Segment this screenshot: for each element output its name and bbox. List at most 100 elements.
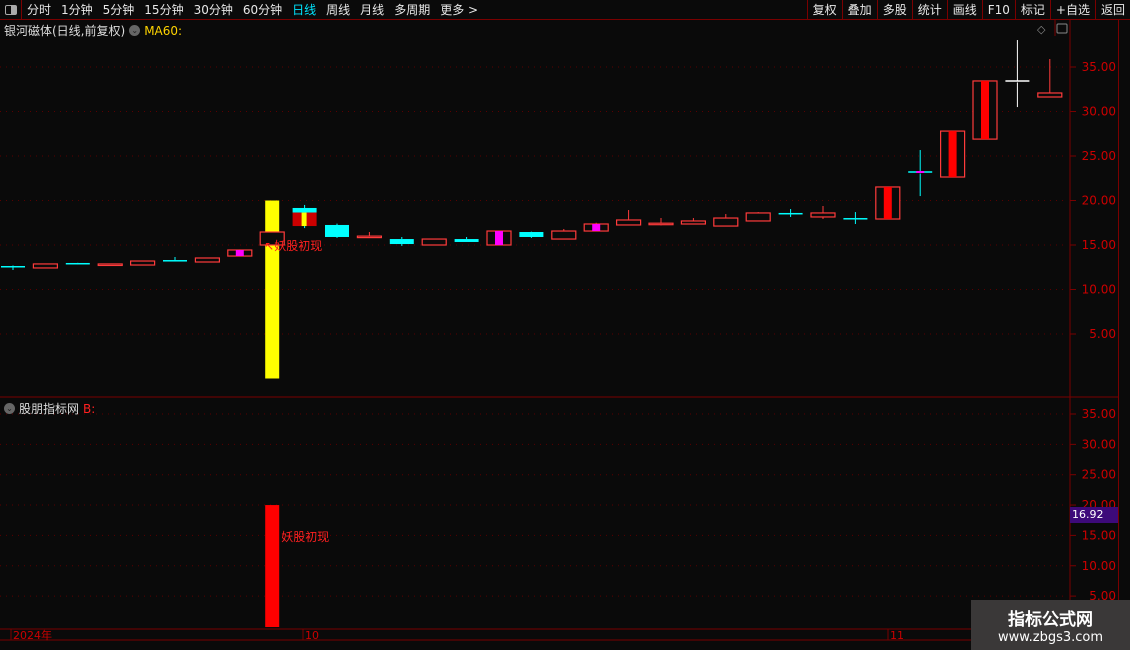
chevron-down-icon[interactable]: ⌄ — [129, 25, 141, 36]
candle — [421, 238, 447, 246]
candle-body — [454, 239, 479, 242]
stock-title: 银河磁体(日线,前复权) — [4, 24, 126, 38]
candle — [551, 228, 577, 240]
period-tab[interactable]: 15分钟 — [144, 3, 184, 17]
period-tab[interactable]: 多周期 — [394, 3, 431, 17]
candle-body — [65, 262, 90, 265]
sub-y-tick-label: 10.00 — [1082, 559, 1116, 573]
period-tab[interactable]: 1分钟 — [61, 3, 93, 17]
candle-body — [259, 231, 285, 246]
candle-body — [292, 207, 317, 213]
tool-button[interactable]: 统计 — [911, 0, 947, 20]
x-axis-label: 11 — [890, 629, 904, 642]
period-toolbar: 分时 1分钟 5分钟 15分钟 30分钟 60分钟 日线 周线 月线 多周期 更多 > 复权 叠加 多股… — [0, 0, 1130, 20]
sub-y-tick-label: 25.00 — [1082, 468, 1116, 482]
ma60-label: MA60: — [144, 23, 183, 38]
tool-button[interactable]: 多股 — [876, 0, 912, 20]
signal-label: ↖妖股初现 — [264, 239, 322, 253]
candle — [486, 230, 512, 246]
right-tools: 复权 叠加 多股 统计 画线 F10 标记 +自选 返回 — [806, 0, 1130, 20]
sub-signal-label: 妖股初现 — [281, 530, 329, 544]
y-tick-label: 25.00 — [1082, 149, 1116, 163]
candle-body — [778, 212, 803, 215]
candle — [163, 257, 187, 262]
panel-icon — [1056, 23, 1068, 34]
candle — [615, 210, 642, 226]
sub-y-tick-label: 5.00 — [1089, 589, 1116, 603]
period-tab[interactable]: 更多 > — [440, 3, 479, 17]
candle — [810, 206, 836, 220]
panel-icon — [4, 4, 17, 15]
chevron-down-icon[interactable]: ⌄ — [4, 403, 15, 414]
candle-body — [421, 238, 447, 246]
period-tab[interactable]: 日线 — [292, 3, 317, 17]
y-tick-label: 5.00 — [1089, 327, 1116, 341]
candle-fill — [883, 186, 892, 220]
candle — [325, 223, 349, 238]
y-tick-label: 10.00 — [1082, 283, 1116, 297]
sub-signal-bar — [265, 505, 280, 627]
candle — [939, 130, 966, 178]
candle — [292, 204, 317, 229]
right-info-column — [1118, 20, 1130, 650]
candle-body — [551, 230, 577, 240]
tool-button[interactable]: 标记 — [1014, 0, 1050, 20]
sidebar-toggle-button[interactable] — [0, 0, 22, 20]
candle-body — [680, 220, 707, 225]
candle-body — [163, 260, 187, 262]
tool-button[interactable]: 复权 — [806, 0, 842, 20]
period-tab[interactable]: 周线 — [326, 3, 351, 17]
tool-button[interactable]: 画线 — [946, 0, 982, 20]
watermark-url: www.zbgs3.com — [997, 630, 1104, 645]
period-tab[interactable]: 月线 — [360, 3, 385, 17]
candle — [97, 263, 123, 267]
x-axis-label: 10 — [305, 629, 319, 642]
candle-body — [130, 260, 156, 266]
candle — [713, 214, 739, 227]
candle — [389, 236, 414, 246]
candle-body — [356, 235, 382, 239]
y-tick-label: 20.00 — [1082, 194, 1116, 208]
candle-body — [97, 263, 123, 267]
sub-y-tick-label: 35.00 — [1082, 407, 1116, 421]
candle-fill — [948, 131, 957, 178]
candle — [972, 80, 998, 140]
candle — [583, 222, 609, 232]
period-tab[interactable]: 分时 — [27, 3, 52, 17]
watermark: 指标公式网 www.zbgs3.com — [971, 600, 1130, 650]
candle-body — [389, 239, 414, 245]
candle-fill — [495, 231, 503, 245]
sub-y-tick-label: 30.00 — [1082, 437, 1116, 451]
candle-body — [1037, 92, 1063, 98]
candle — [778, 209, 803, 217]
candle-body — [810, 212, 836, 218]
period-tab[interactable]: 30分钟 — [193, 3, 233, 17]
period-tab[interactable]: 5分钟 — [102, 3, 135, 17]
candle — [356, 232, 382, 239]
candle-body — [325, 224, 349, 237]
candle-body — [519, 232, 544, 237]
diamond-icon: ◇ — [1037, 23, 1046, 36]
candle — [194, 257, 220, 263]
period-tab[interactable]: 60分钟 — [242, 3, 283, 17]
candle-fill — [981, 80, 989, 140]
candle-body — [745, 212, 771, 222]
candle — [680, 218, 707, 225]
sub-y-tick-label: 15.00 — [1082, 528, 1116, 542]
candle-body — [301, 212, 307, 227]
x-axis-label: 2024年 — [13, 628, 52, 642]
tool-button[interactable]: 返回 — [1094, 0, 1130, 20]
candle — [32, 263, 59, 269]
y-tick-label: 15.00 — [1082, 238, 1116, 252]
tool-button[interactable]: +自选 — [1049, 0, 1095, 20]
tool-button[interactable]: F10 — [981, 0, 1015, 20]
candle-body — [648, 222, 674, 226]
tool-button[interactable]: 叠加 — [841, 0, 877, 20]
candle — [1037, 58, 1063, 98]
candle-body — [194, 257, 220, 263]
candle — [843, 212, 868, 224]
candle — [454, 236, 479, 242]
candle-body — [916, 171, 925, 174]
candle — [908, 150, 933, 197]
